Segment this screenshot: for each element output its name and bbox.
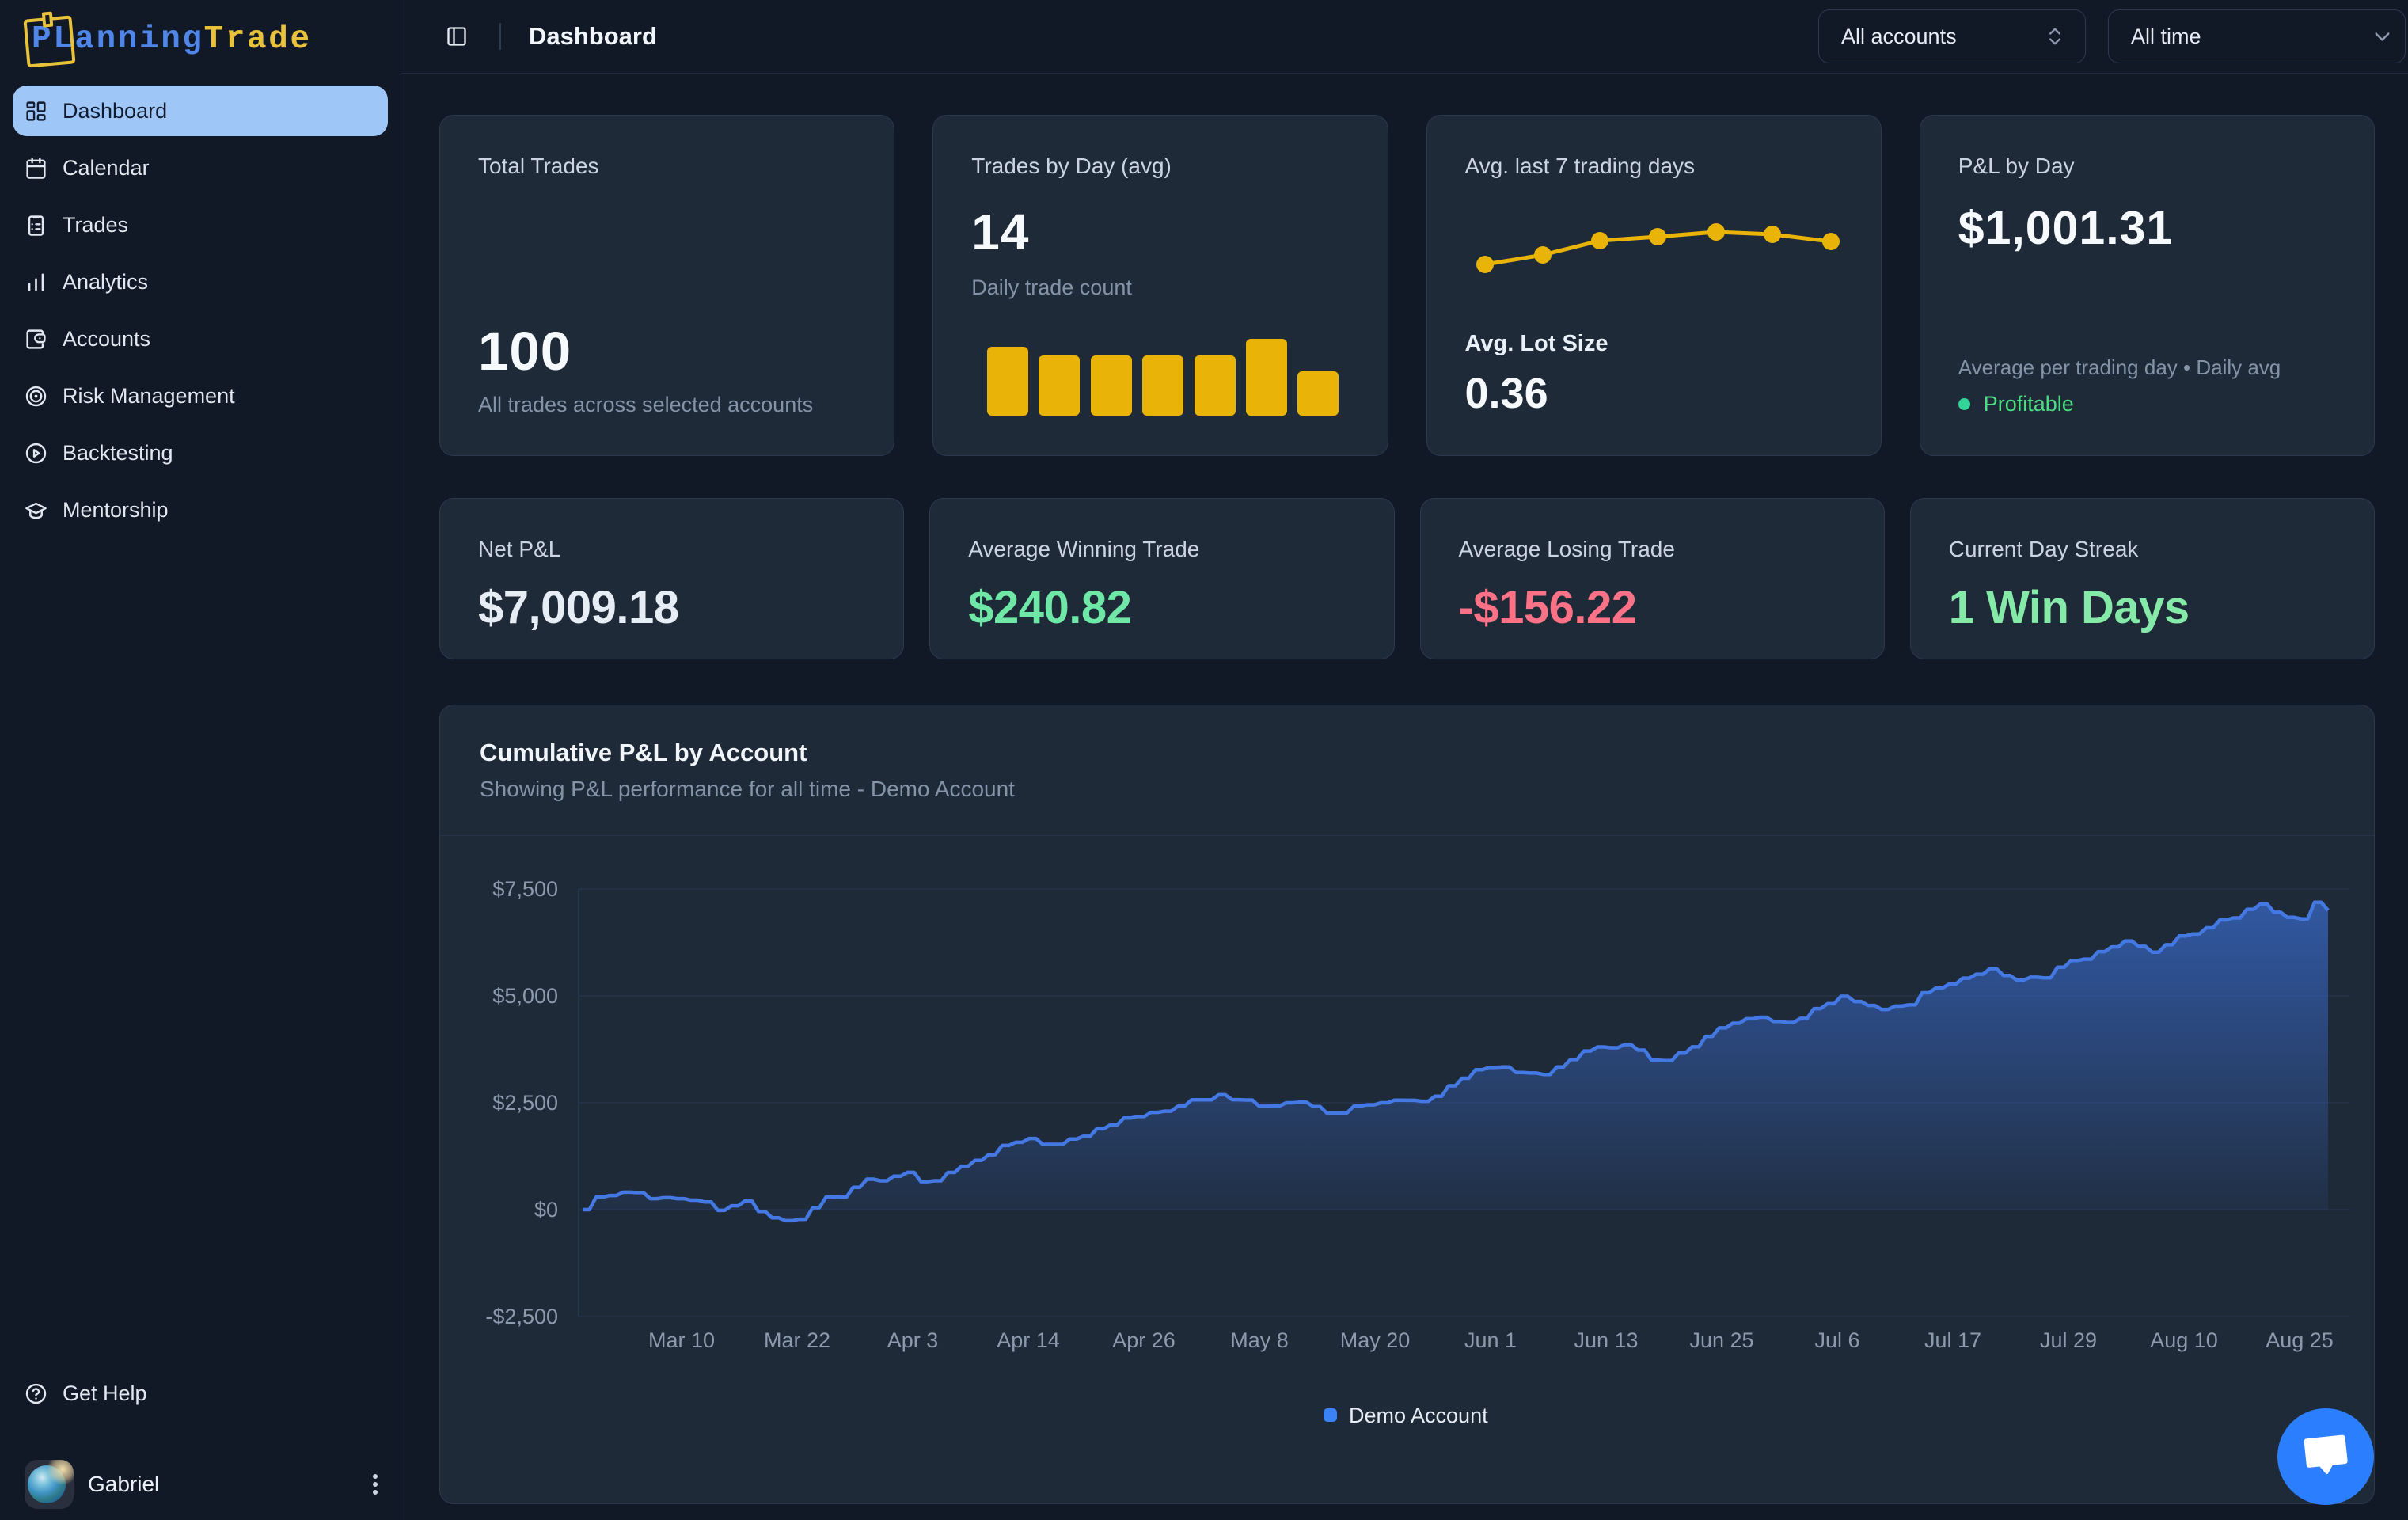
svg-text:$7,500: $7,500 <box>492 877 558 901</box>
svg-text:Jul 29: Jul 29 <box>2040 1328 2097 1352</box>
svg-text:May 8: May 8 <box>1230 1328 1289 1352</box>
svg-text:Jul 6: Jul 6 <box>1814 1328 1859 1352</box>
svg-text:$5,000: $5,000 <box>492 984 558 1008</box>
svg-text:Aug 10: Aug 10 <box>2150 1328 2218 1352</box>
svg-text:May 20: May 20 <box>1340 1328 1411 1352</box>
svg-text:Apr 26: Apr 26 <box>1112 1328 1176 1352</box>
svg-text:Jun 1: Jun 1 <box>1464 1328 1517 1352</box>
svg-text:Apr 14: Apr 14 <box>997 1328 1060 1352</box>
svg-text:Mar 10: Mar 10 <box>648 1328 715 1352</box>
svg-text:Apr 3: Apr 3 <box>887 1328 939 1352</box>
svg-text:$0: $0 <box>534 1198 558 1222</box>
svg-text:Jun 25: Jun 25 <box>1689 1328 1753 1352</box>
svg-text:-$2,500: -$2,500 <box>485 1305 558 1328</box>
svg-text:$2,500: $2,500 <box>492 1091 558 1115</box>
svg-text:Demo Account: Demo Account <box>1349 1404 1488 1427</box>
svg-text:Jun 13: Jun 13 <box>1574 1328 1638 1352</box>
svg-text:Jul 17: Jul 17 <box>1924 1328 1981 1352</box>
svg-text:Mar 22: Mar 22 <box>764 1328 830 1352</box>
svg-text:Aug 25: Aug 25 <box>2266 1328 2334 1352</box>
